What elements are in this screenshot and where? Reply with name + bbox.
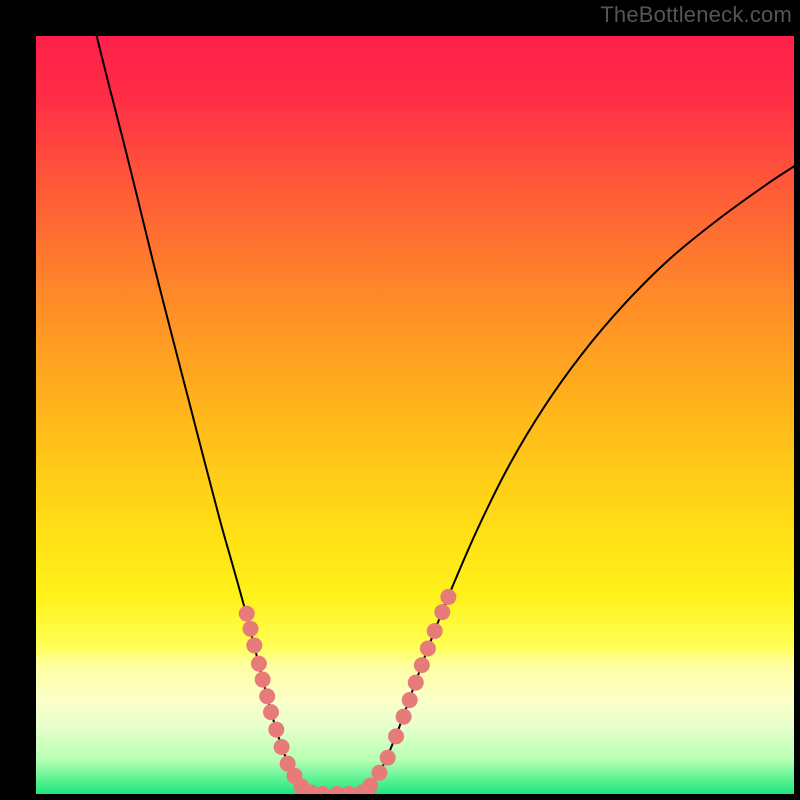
data-marker (380, 750, 396, 766)
data-marker (402, 692, 418, 708)
data-marker (263, 704, 279, 720)
data-marker (396, 709, 412, 725)
data-marker (239, 606, 255, 622)
data-marker (427, 623, 443, 639)
data-marker (440, 589, 456, 605)
data-marker (408, 675, 424, 691)
data-marker (371, 765, 387, 781)
data-marker (388, 728, 404, 744)
plot-area (36, 36, 794, 794)
data-marker (274, 739, 290, 755)
data-marker (414, 657, 430, 673)
data-marker (362, 778, 378, 794)
data-marker (251, 656, 267, 672)
data-marker (420, 640, 436, 656)
data-marker (434, 604, 450, 620)
chart-frame: TheBottleneck.com (0, 0, 800, 800)
data-marker (243, 621, 259, 637)
watermark-text: TheBottleneck.com (600, 2, 792, 28)
data-marker (246, 637, 262, 653)
marker-group (239, 589, 457, 794)
data-marker (255, 672, 271, 688)
data-marker (268, 722, 284, 738)
data-marker (259, 688, 275, 704)
bottleneck-curve (97, 36, 794, 794)
chart-svg (36, 36, 794, 794)
